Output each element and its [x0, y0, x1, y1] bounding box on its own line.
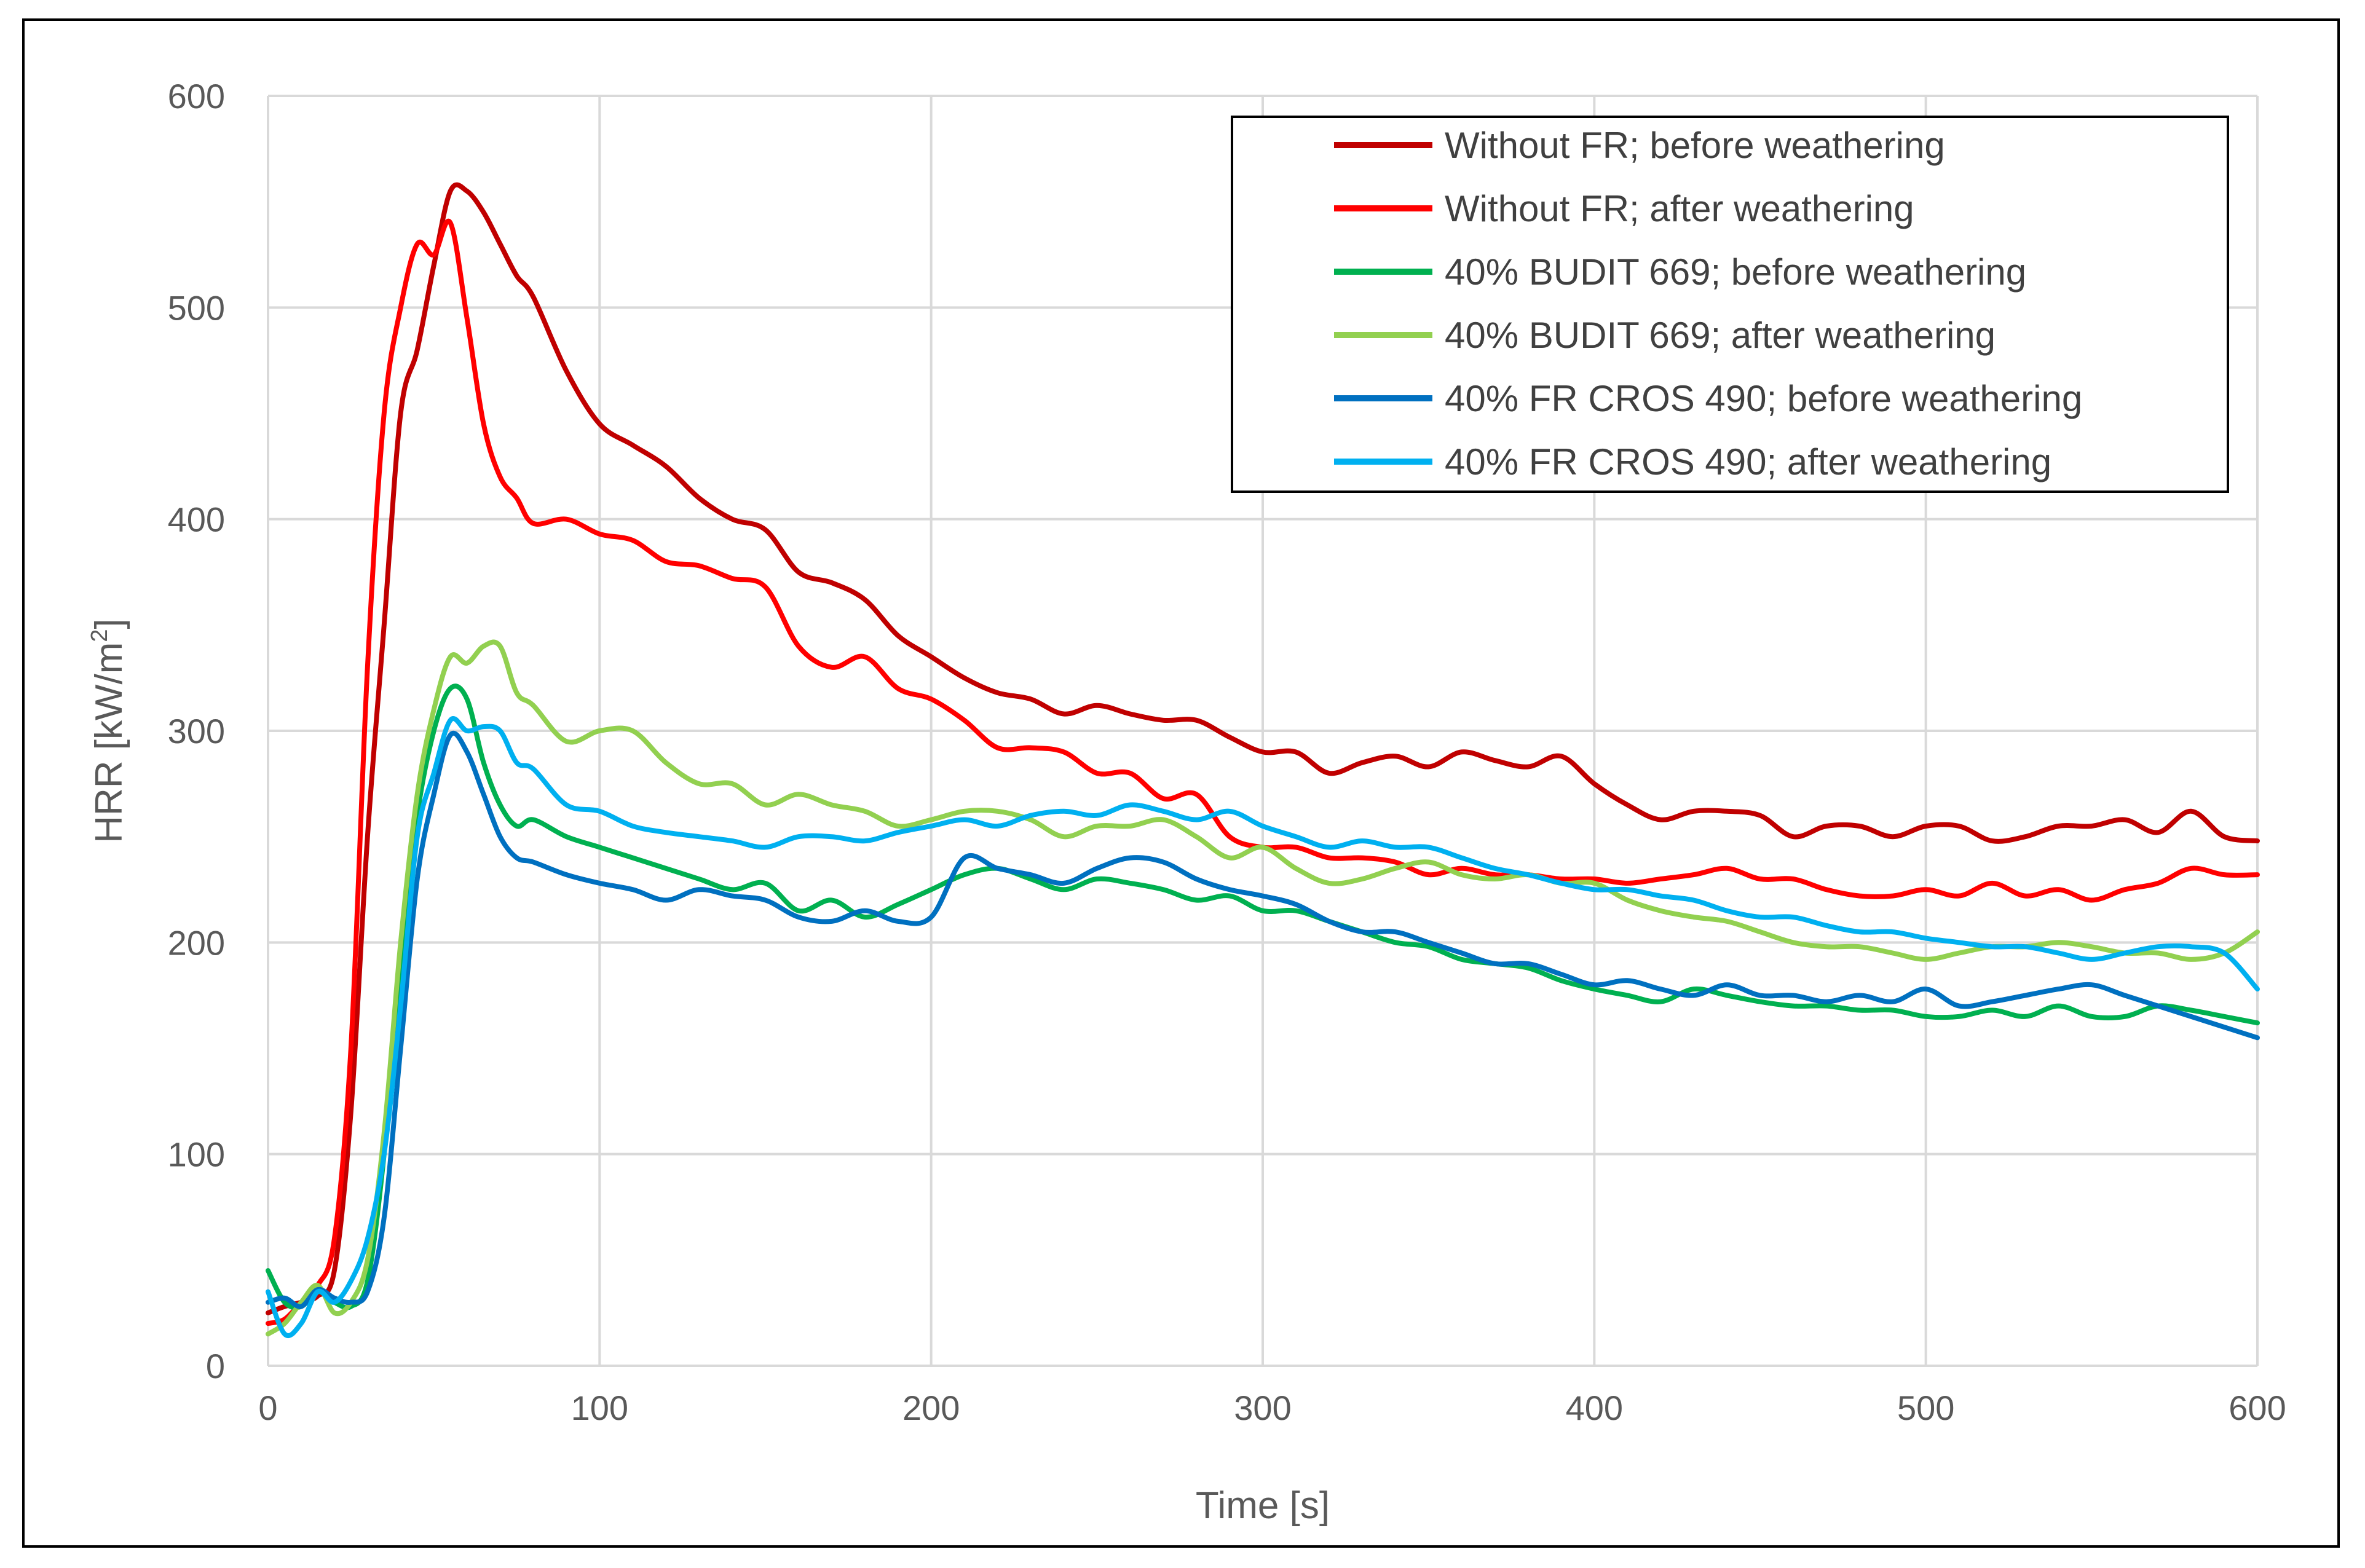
x-tick-label: 200 [902, 1389, 960, 1427]
y-tick-label: 500 [168, 288, 225, 327]
svg-text:HRR [kW/m2]: HRR [kW/m2] [87, 618, 130, 843]
y-tick-label: 300 [168, 712, 225, 751]
y-axis-title-close: ] [88, 618, 130, 629]
y-axis-title-sup: 2 [87, 629, 113, 642]
series-line-without-fr-before-weathering [266, 182, 2260, 1315]
y-tick-label: 400 [168, 500, 225, 539]
series-line-without-fr-after-weathering [266, 218, 2260, 1326]
x-tick-labels: 0 100 200 300 400 500 600 [258, 1389, 2286, 1427]
legend-label: 40% FR CROS 490; after weathering [1445, 441, 2051, 483]
legend-label: 40% BUDIT 669; after weathering [1445, 315, 1996, 356]
series-line-40-budit-669-after-weathering [266, 639, 2260, 1337]
y-tick-label: 200 [168, 923, 225, 962]
x-tick-label: 500 [1897, 1389, 1954, 1427]
legend-label: 40% BUDIT 669; before weathering [1445, 251, 2026, 293]
series-line-40-fr-cros-490-before-weathering [266, 731, 2260, 1309]
legend: Without FR; before weathering Without FR;… [1231, 116, 2229, 493]
y-tick-label: 600 [168, 77, 225, 116]
series-line-40-budit-669-before-weathering [266, 684, 2260, 1310]
x-tick-label: 0 [258, 1389, 277, 1427]
legend-label: Without FR; before weathering [1445, 125, 1945, 166]
x-tick-label: 400 [1566, 1389, 1623, 1427]
y-tick-label: 100 [168, 1135, 225, 1174]
series-line-40-fr-cros-490-after-weathering [266, 716, 2260, 1338]
y-axis-title: HRR [kW/m2] [87, 618, 130, 843]
x-tick-label: 600 [2229, 1389, 2286, 1427]
y-tick-label: 0 [206, 1347, 225, 1385]
y-axis-title-main: HRR [kW/m [88, 642, 130, 843]
x-tick-label: 300 [1234, 1389, 1291, 1427]
x-axis-title: Time [s] [1196, 1484, 1330, 1527]
y-tick-labels: 0 100 200 300 400 500 600 [168, 77, 225, 1385]
series-lines [266, 182, 2260, 1338]
legend-label: 40% FR CROS 490; before weathering [1445, 378, 2082, 419]
x-tick-label: 100 [571, 1389, 628, 1427]
legend-label: Without FR; after weathering [1445, 188, 1914, 229]
legend-box [1231, 116, 2229, 493]
